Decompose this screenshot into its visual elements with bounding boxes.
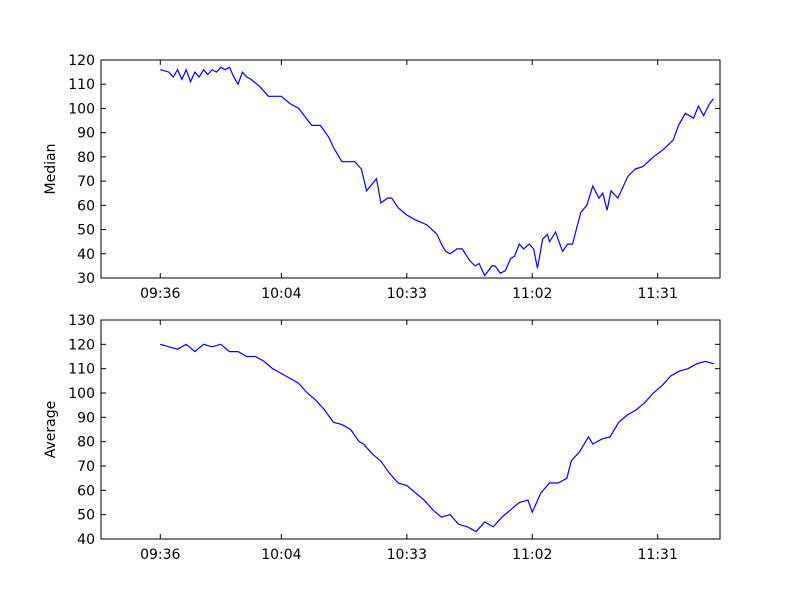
y-tick-label: 120: [68, 53, 95, 69]
y-axis-label: Median: [43, 144, 59, 195]
x-tick-label: 10:04: [261, 547, 301, 563]
y-tick-label: 90: [77, 126, 95, 142]
y-tick-label: 100: [68, 386, 95, 402]
y-tick-label: 80: [77, 435, 95, 451]
y-tick-label: 110: [68, 362, 95, 378]
y-tick-label: 60: [77, 198, 95, 214]
y-tick-label: 120: [68, 337, 95, 353]
x-tick-label: 11:02: [512, 286, 552, 302]
y-tick-label: 60: [77, 483, 95, 499]
plot-frame: [100, 59, 721, 279]
y-tick-label: 40: [77, 532, 95, 548]
x-tick-label: 09:36: [140, 286, 180, 302]
x-tick-label: 11:02: [512, 547, 552, 563]
y-tick-label: 80: [77, 150, 95, 166]
data-line: [160, 343, 715, 533]
x-tick-label: 10:04: [261, 286, 301, 302]
x-tick-label: 11:31: [638, 547, 678, 563]
y-tick-label: 110: [68, 77, 95, 93]
y-tick-label: 100: [68, 101, 95, 117]
y-tick-label: 70: [77, 174, 95, 190]
y-tick-label: 70: [77, 459, 95, 475]
plot-frame: [100, 319, 721, 540]
x-tick-label: 10:33: [387, 547, 427, 563]
y-tick-label: 90: [77, 410, 95, 426]
x-tick-label: 11:31: [638, 286, 678, 302]
y-axis-label: Average: [43, 401, 59, 459]
y-tick-label: 50: [77, 508, 95, 524]
y-tick-label: 50: [77, 223, 95, 239]
y-tick-label: 130: [68, 313, 95, 329]
y-tick-label: 30: [77, 271, 95, 287]
y-tick-label: 40: [77, 247, 95, 263]
x-tick-label: 09:36: [140, 547, 180, 563]
data-line: [160, 66, 714, 277]
x-tick-label: 10:33: [387, 286, 427, 302]
